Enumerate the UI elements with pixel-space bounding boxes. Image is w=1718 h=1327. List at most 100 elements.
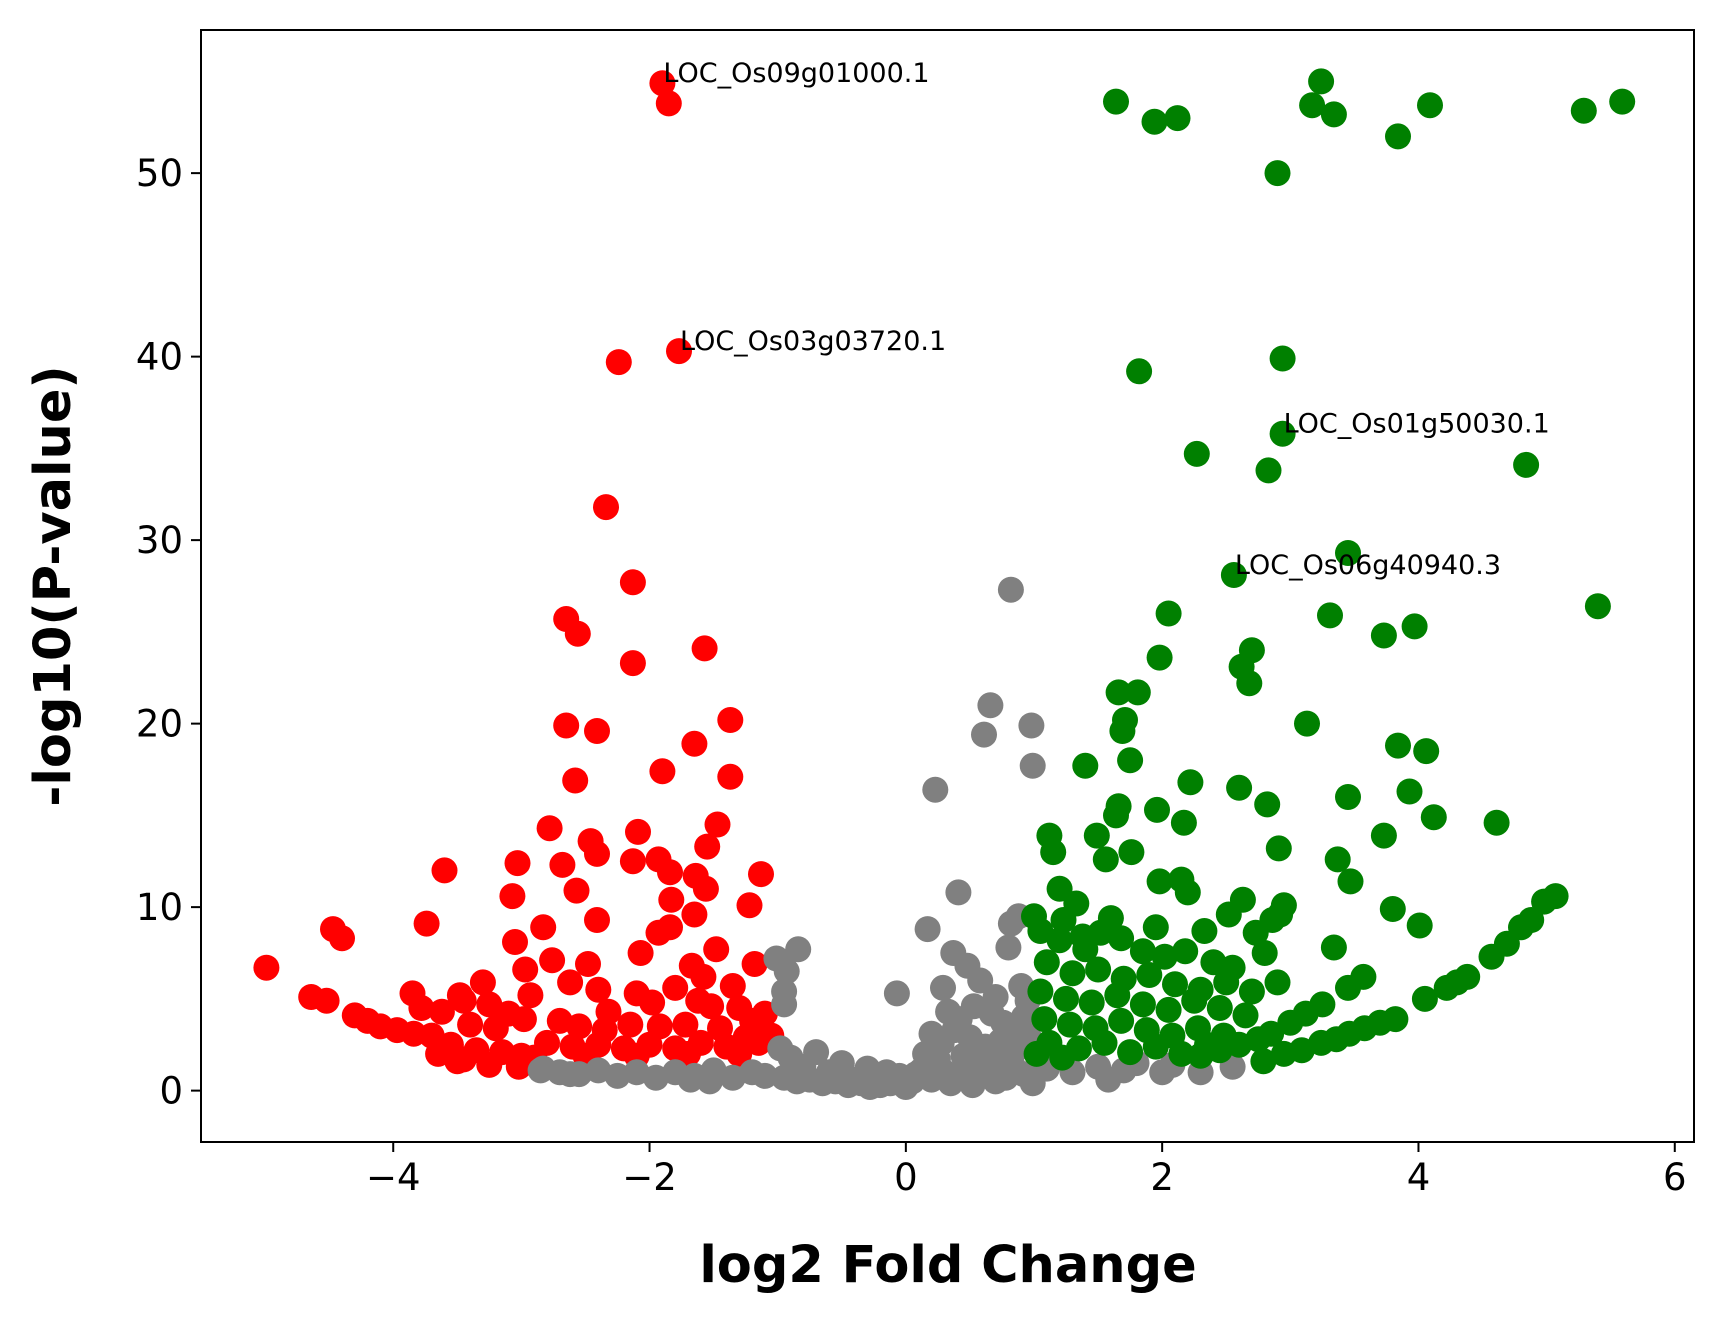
- data-point-up: [1059, 960, 1086, 987]
- data-point-down: [431, 857, 458, 884]
- data-point-down: [476, 991, 503, 1018]
- data-point-down: [329, 925, 355, 952]
- data-point-up: [1335, 974, 1361, 1001]
- data-point-down: [639, 989, 666, 1016]
- data-point-down: [517, 982, 544, 1009]
- data-point-up: [1308, 68, 1335, 95]
- data-point-not_significant: [785, 936, 812, 963]
- data-point-up: [1144, 796, 1170, 823]
- data-point-up: [1046, 875, 1073, 902]
- data-point-up: [1254, 791, 1281, 818]
- data-point-up: [1401, 613, 1428, 640]
- data-point-down: [469, 969, 496, 996]
- data-point-down: [584, 840, 610, 867]
- data-point-down: [549, 851, 576, 878]
- data-point-up: [1277, 1009, 1304, 1036]
- data-point-not_significant: [971, 721, 997, 748]
- data-point-up: [1023, 1040, 1050, 1067]
- data-point-down: [566, 1013, 593, 1040]
- data-point-up: [1164, 105, 1191, 132]
- y-axis: 0 10 20 30 40 50: [136, 152, 201, 1113]
- data-point-down: [694, 833, 721, 860]
- data-point-not_significant: [1010, 1004, 1037, 1031]
- data-point-down: [681, 730, 708, 757]
- data-point-down: [313, 987, 340, 1014]
- plot-frame: [200, 29, 1695, 1143]
- data-point-up: [1129, 938, 1156, 965]
- data-point-up: [1141, 108, 1168, 135]
- data-point-up: [1531, 888, 1558, 915]
- data-point-up: [1483, 809, 1510, 836]
- data-point-down: [536, 815, 563, 842]
- data-point-down: [557, 969, 584, 996]
- data-point-not_significant: [937, 1070, 964, 1097]
- data-point-down: [703, 936, 730, 963]
- data-point-up: [1118, 839, 1145, 866]
- x-axis-title: log2 Fold Change: [699, 1236, 1196, 1295]
- data-point-up: [1031, 1006, 1058, 1033]
- data-point-up: [1126, 358, 1153, 385]
- data-point-up: [1174, 879, 1201, 906]
- data-point-up: [1072, 936, 1099, 963]
- data-point-down: [692, 875, 719, 902]
- data-point-up: [1105, 679, 1132, 706]
- y-tick-label: 10: [136, 886, 183, 929]
- data-point-up: [1215, 901, 1242, 928]
- data-point-up: [1117, 1039, 1144, 1066]
- annotation-layer: LOC_Os09g01000.1 LOC_Os03g03720.1 LOC_Os01…: [663, 58, 1549, 581]
- data-point-down: [457, 1011, 484, 1038]
- data-point-not_significant: [997, 910, 1024, 937]
- data-point-down: [450, 987, 477, 1014]
- data-point-up: [1183, 440, 1210, 467]
- data-point-down: [482, 1015, 509, 1042]
- data-point-up: [1206, 995, 1233, 1021]
- data-point-up: [1097, 905, 1124, 932]
- data-point-up: [1236, 670, 1263, 697]
- data-point-not_significant: [803, 1039, 830, 1066]
- data-point-not_significant: [873, 1059, 900, 1086]
- data-point-up: [1270, 1040, 1297, 1067]
- gene-annotation: LOC_Os01g50030.1: [1284, 409, 1550, 440]
- data-point-up: [1370, 822, 1397, 849]
- data-point-up: [1609, 88, 1636, 115]
- data-point-up: [1083, 822, 1110, 849]
- data-point-up: [1335, 784, 1361, 810]
- data-point-down: [564, 620, 591, 647]
- data-point-down: [649, 70, 676, 97]
- data-point-up: [1151, 943, 1178, 970]
- data-point-down: [444, 1048, 471, 1075]
- data-point-down: [717, 707, 744, 733]
- data-point-up: [1413, 738, 1440, 765]
- data-point-up: [1317, 602, 1343, 629]
- data-point-up: [1162, 971, 1188, 998]
- data-point-up: [1027, 978, 1054, 1005]
- data-point-not_significant: [585, 1057, 612, 1084]
- x-tick-label: 6: [1663, 1156, 1687, 1199]
- data-point-down: [675, 1040, 701, 1067]
- data-point-not_significant: [557, 1061, 584, 1088]
- data-point-up: [1103, 88, 1129, 115]
- data-point-up: [1049, 1044, 1076, 1071]
- data-point-down: [657, 859, 683, 886]
- data-point-up: [1213, 969, 1240, 996]
- data-point-down: [428, 998, 455, 1025]
- data-point-up: [1396, 778, 1423, 805]
- data-point-up: [1265, 835, 1292, 862]
- data-point-up: [1091, 1029, 1118, 1056]
- data-point-not_significant: [767, 1035, 794, 1062]
- data-point-up: [1411, 985, 1438, 1012]
- data-point-up: [1294, 710, 1320, 737]
- data-point-up: [1155, 996, 1182, 1023]
- data-point-not_significant: [771, 991, 798, 1018]
- data-point-up: [1385, 732, 1411, 759]
- x-axis: −4 −2 0 2 4 6: [366, 1142, 1687, 1199]
- data-point-down: [685, 987, 712, 1014]
- y-axis-title: -log10(P-value): [24, 365, 83, 806]
- data-point-not_significant: [922, 776, 949, 803]
- data-point-up: [1570, 97, 1597, 124]
- data-point-down: [505, 1053, 532, 1080]
- data-point-not_significant: [977, 692, 1004, 719]
- data-point-not_significant: [945, 879, 972, 906]
